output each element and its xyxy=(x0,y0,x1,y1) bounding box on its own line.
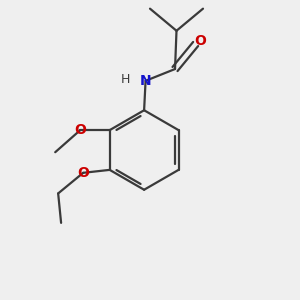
Text: H: H xyxy=(120,73,130,86)
Text: O: O xyxy=(74,123,86,137)
Text: O: O xyxy=(77,166,89,180)
Text: N: N xyxy=(140,74,152,88)
Text: O: O xyxy=(194,34,206,48)
